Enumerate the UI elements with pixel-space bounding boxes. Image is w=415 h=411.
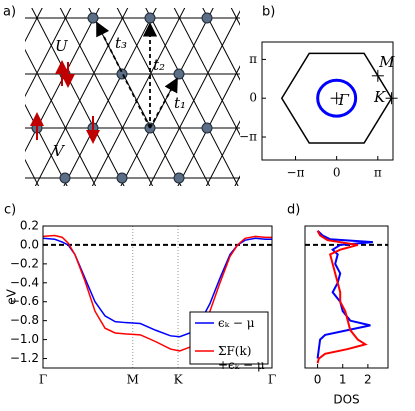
hopping-label: t₂: [153, 56, 165, 74]
axes-frame: [304, 225, 389, 369]
point-label: M: [378, 53, 395, 71]
hopping-label: t₃: [115, 34, 127, 52]
dos-line: [316, 230, 368, 364]
brillouin-zone: [280, 52, 393, 144]
hopping-label: t₁: [174, 94, 186, 112]
y-tick-label: −1.0: [10, 332, 39, 346]
y-tick-label: π: [249, 52, 257, 66]
panel-label: c): [4, 203, 16, 218]
hopping-arrow: [149, 77, 178, 129]
x-tick-label: 0: [314, 373, 322, 387]
y-tick-label: 0.2: [20, 219, 39, 233]
x-axis-label: DOS: [333, 393, 359, 407]
lattice-site: [201, 12, 213, 24]
lattice-bond: [25, 48, 97, 186]
lattice-bond: [120, 8, 214, 186]
x-tick-label: 1: [339, 373, 347, 387]
point-label: K: [373, 88, 386, 106]
lattice-site: [116, 172, 128, 184]
series-line: [42, 234, 272, 352]
lattice-site: [87, 12, 99, 24]
lattice-bond: [116, 8, 211, 186]
x-tick-label: 2: [364, 373, 372, 387]
x-tick-label: −π: [287, 166, 305, 180]
lattice-bond: [294, 0, 415, 348]
y-tick-label: −0.6: [10, 294, 39, 308]
y-tick-label: −0.8: [10, 313, 39, 327]
panel-label: d): [287, 203, 300, 218]
lattice-bond: [234, 175, 240, 186]
lattice-site: [201, 122, 213, 134]
lattice-site: [144, 12, 156, 24]
hopping-arrow: [96, 21, 151, 129]
y-tick-label: −0.4: [10, 275, 39, 289]
y-tick-label: −1.2: [10, 351, 39, 365]
x-tick-label: 0: [333, 166, 341, 180]
x-tick-label: M: [127, 373, 139, 387]
lattice-bond: [88, 8, 182, 186]
axes-frame: [261, 41, 394, 161]
dos-line: [316, 230, 373, 359]
x-tick-label: K: [174, 373, 184, 387]
lattice-bond: [205, 120, 240, 186]
legend-label: ϵₖ − μ: [218, 316, 255, 330]
x-tick-label: π: [374, 166, 382, 180]
y-axis-label: eV: [5, 288, 19, 304]
y-tick-label: 0: [249, 91, 257, 105]
lattice-bond: [202, 8, 240, 81]
lattice-bond: [59, 8, 154, 186]
lattice-bond: [408, 0, 415, 348]
point-label: Γ: [337, 91, 349, 109]
lattice-bond: [408, 0, 415, 348]
x-tick-label: Γ: [39, 373, 47, 387]
y-tick-label: −0.2: [10, 256, 39, 270]
legend-label: ΣF(k) +ϵₖ − μ: [218, 344, 265, 372]
lattice-site: [59, 172, 71, 184]
intersite-label: V: [53, 142, 66, 160]
onsite-label: U: [55, 37, 69, 55]
lattice-site: [173, 172, 185, 184]
lattice-site: [173, 68, 185, 80]
y-tick-label: 0.0: [20, 237, 39, 251]
fermi-surface: [316, 78, 358, 118]
legend-box: [189, 311, 269, 365]
lattice-overlay: U V t₁ t₂ t₃: [30, 21, 186, 160]
panel-label: a): [3, 5, 16, 20]
axes-frame: [42, 225, 273, 369]
x-tick-label: Γ: [268, 373, 276, 387]
lattice-bond: [294, 0, 415, 348]
y-tick-label: −π: [239, 130, 257, 144]
lattice-bond: [173, 8, 240, 136]
panel-label: b): [262, 5, 275, 20]
